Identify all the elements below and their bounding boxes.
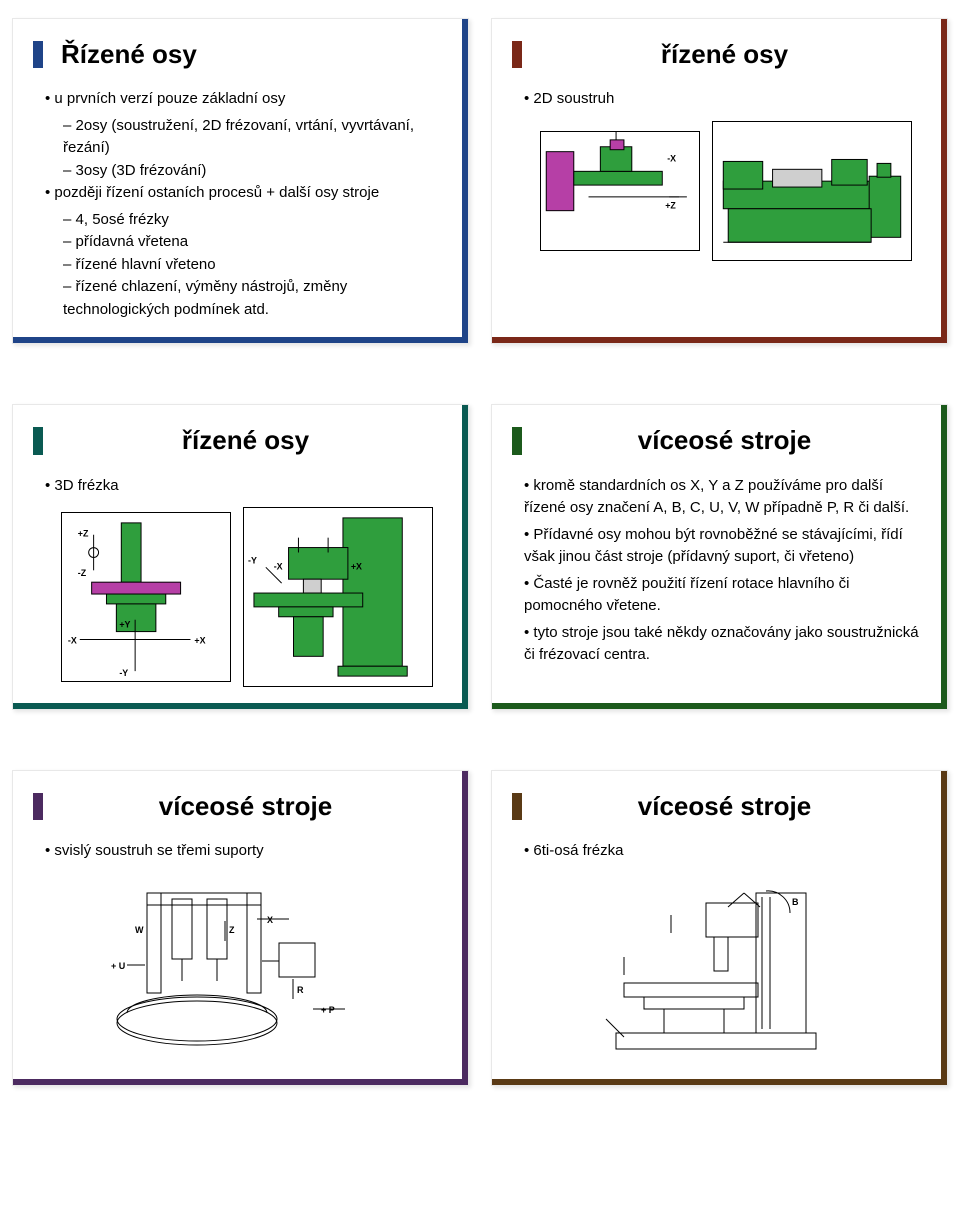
bullet: Časté je rovněž použití řízení rotace hl… xyxy=(524,573,927,618)
axis-label: +X xyxy=(194,636,205,646)
slide-title: řízené osy xyxy=(512,41,927,68)
slide-title: víceosé stroje xyxy=(512,427,927,454)
slide-viceose-stroje-text: víceosé stroje kromě standardních os X, … xyxy=(491,404,948,710)
axis-label: Z xyxy=(229,925,235,935)
bullet: 2D soustruh xyxy=(524,88,927,111)
bullet: Přídavné osy mohou být rovnoběžné se stá… xyxy=(524,524,927,569)
mill-axes-diagram: +Z -Z -X +X +Y -Y xyxy=(61,512,231,682)
axis-label: + U xyxy=(111,961,125,971)
sub-bullet: 4, 5osé frézky xyxy=(63,209,448,232)
bullet: 6ti-osá frézka xyxy=(524,840,927,863)
axis-label: -Y xyxy=(248,555,257,565)
axis-label: +X xyxy=(350,561,361,571)
bullet: později řízení ostaních procesů + další … xyxy=(45,182,448,205)
axis-label: X xyxy=(267,915,273,925)
slide-svisly-soustruh: víceosé stroje svislý soustruh se třemi … xyxy=(12,770,469,1086)
six-axis-mill-diagram: B xyxy=(576,873,876,1063)
bullet: svislý soustruh se třemi suporty xyxy=(45,840,448,863)
lathe-axes-diagram: -X +Z xyxy=(540,131,700,251)
axis-label: -Y xyxy=(119,668,128,678)
bullet: kromě standardních os X, Y a Z používáme… xyxy=(524,475,927,520)
slide-title: Řízené osy xyxy=(33,41,448,68)
axis-label: R xyxy=(297,985,304,995)
slide-grid: Řízené osy u prvních verzí pouze základn… xyxy=(12,18,948,1086)
axis-label: +Z xyxy=(77,529,88,539)
mill-illustration: -X +X -Y xyxy=(243,507,433,687)
bullet: tyto stroje jsou také někdy označovány j… xyxy=(524,622,927,667)
axis-label: B xyxy=(792,897,799,907)
sub-bullet: přídavná vřetena xyxy=(63,231,448,254)
sub-bullet: řízené hlavní vřeteno xyxy=(63,254,448,277)
slide-2d-soustruh: řízené osy 2D soustruh -X +Z xyxy=(491,18,948,344)
axis-label-xm: -X xyxy=(667,153,676,163)
axis-label: -X xyxy=(273,561,282,571)
bullet-list: u prvních verzí pouze základní osy 2osy … xyxy=(45,88,448,321)
sub-bullet: 3osy (3D frézování) xyxy=(63,160,448,183)
vertical-lathe-diagram: W + U Z X R + P xyxy=(97,873,397,1053)
axis-label: W xyxy=(135,925,144,935)
slide-title: víceosé stroje xyxy=(512,793,927,820)
axis-label: -X xyxy=(67,636,76,646)
slide-title: řízené osy xyxy=(33,427,448,454)
sub-bullet: řízené chlazení, výměny nástrojů, změny … xyxy=(63,276,448,321)
axis-label: + P xyxy=(321,1005,335,1015)
slide-title: víceosé stroje xyxy=(33,793,448,820)
slide-3d-frezka: řízené osy 3D frézka +Z -Z -X +X xyxy=(12,404,469,710)
slide-6osa-frezka: víceosé stroje 6ti-osá frézka B xyxy=(491,770,948,1086)
lathe-illustration xyxy=(712,121,912,261)
sub-bullet: 2osy (soustružení, 2D frézovaní, vrtání,… xyxy=(63,115,448,160)
axis-label: -Z xyxy=(77,568,86,578)
axis-label: +Y xyxy=(119,620,130,630)
bullet: u prvních verzí pouze základní osy xyxy=(45,88,448,111)
axis-label-zp: +Z xyxy=(665,200,676,210)
slide-rizene-osy-intro: Řízené osy u prvních verzí pouze základn… xyxy=(12,18,469,344)
bullet: 3D frézka xyxy=(45,475,448,498)
